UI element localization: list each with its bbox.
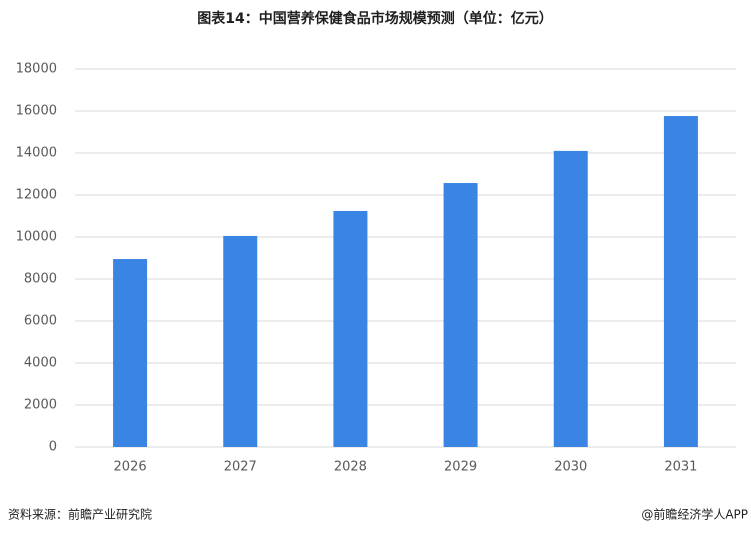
y-tick-label: 14000 [16, 146, 57, 161]
x-tick-label: 2028 [334, 460, 367, 475]
bar [553, 150, 588, 447]
credit: @前瞻经济学人APP [641, 507, 748, 522]
bar [223, 235, 258, 447]
bar [333, 210, 368, 447]
y-tick-label: 0 [49, 440, 57, 455]
bar [113, 259, 148, 447]
chart-title: 图表14：中国营养保健食品市场规模预测（单位：亿元） [197, 10, 552, 27]
x-tick-label: 2030 [554, 460, 587, 475]
y-tick-label: 10000 [16, 230, 57, 245]
x-tick-label: 2027 [224, 460, 257, 475]
bar [663, 116, 698, 447]
bar [443, 183, 478, 447]
y-tick-label: 4000 [24, 356, 57, 371]
x-tick-label: 2031 [664, 460, 697, 475]
y-tick-label: 16000 [16, 104, 57, 119]
source-note: 资料来源：前瞻产业研究院 [8, 507, 152, 522]
y-tick-label: 2000 [24, 398, 57, 413]
y-tick-label: 12000 [16, 188, 57, 203]
x-tick-label: 2026 [114, 460, 147, 475]
x-tick-label: 2029 [444, 460, 477, 475]
y-tick-label: 6000 [24, 314, 57, 329]
y-tick-label: 18000 [16, 62, 57, 77]
y-tick-label: 8000 [24, 272, 57, 287]
